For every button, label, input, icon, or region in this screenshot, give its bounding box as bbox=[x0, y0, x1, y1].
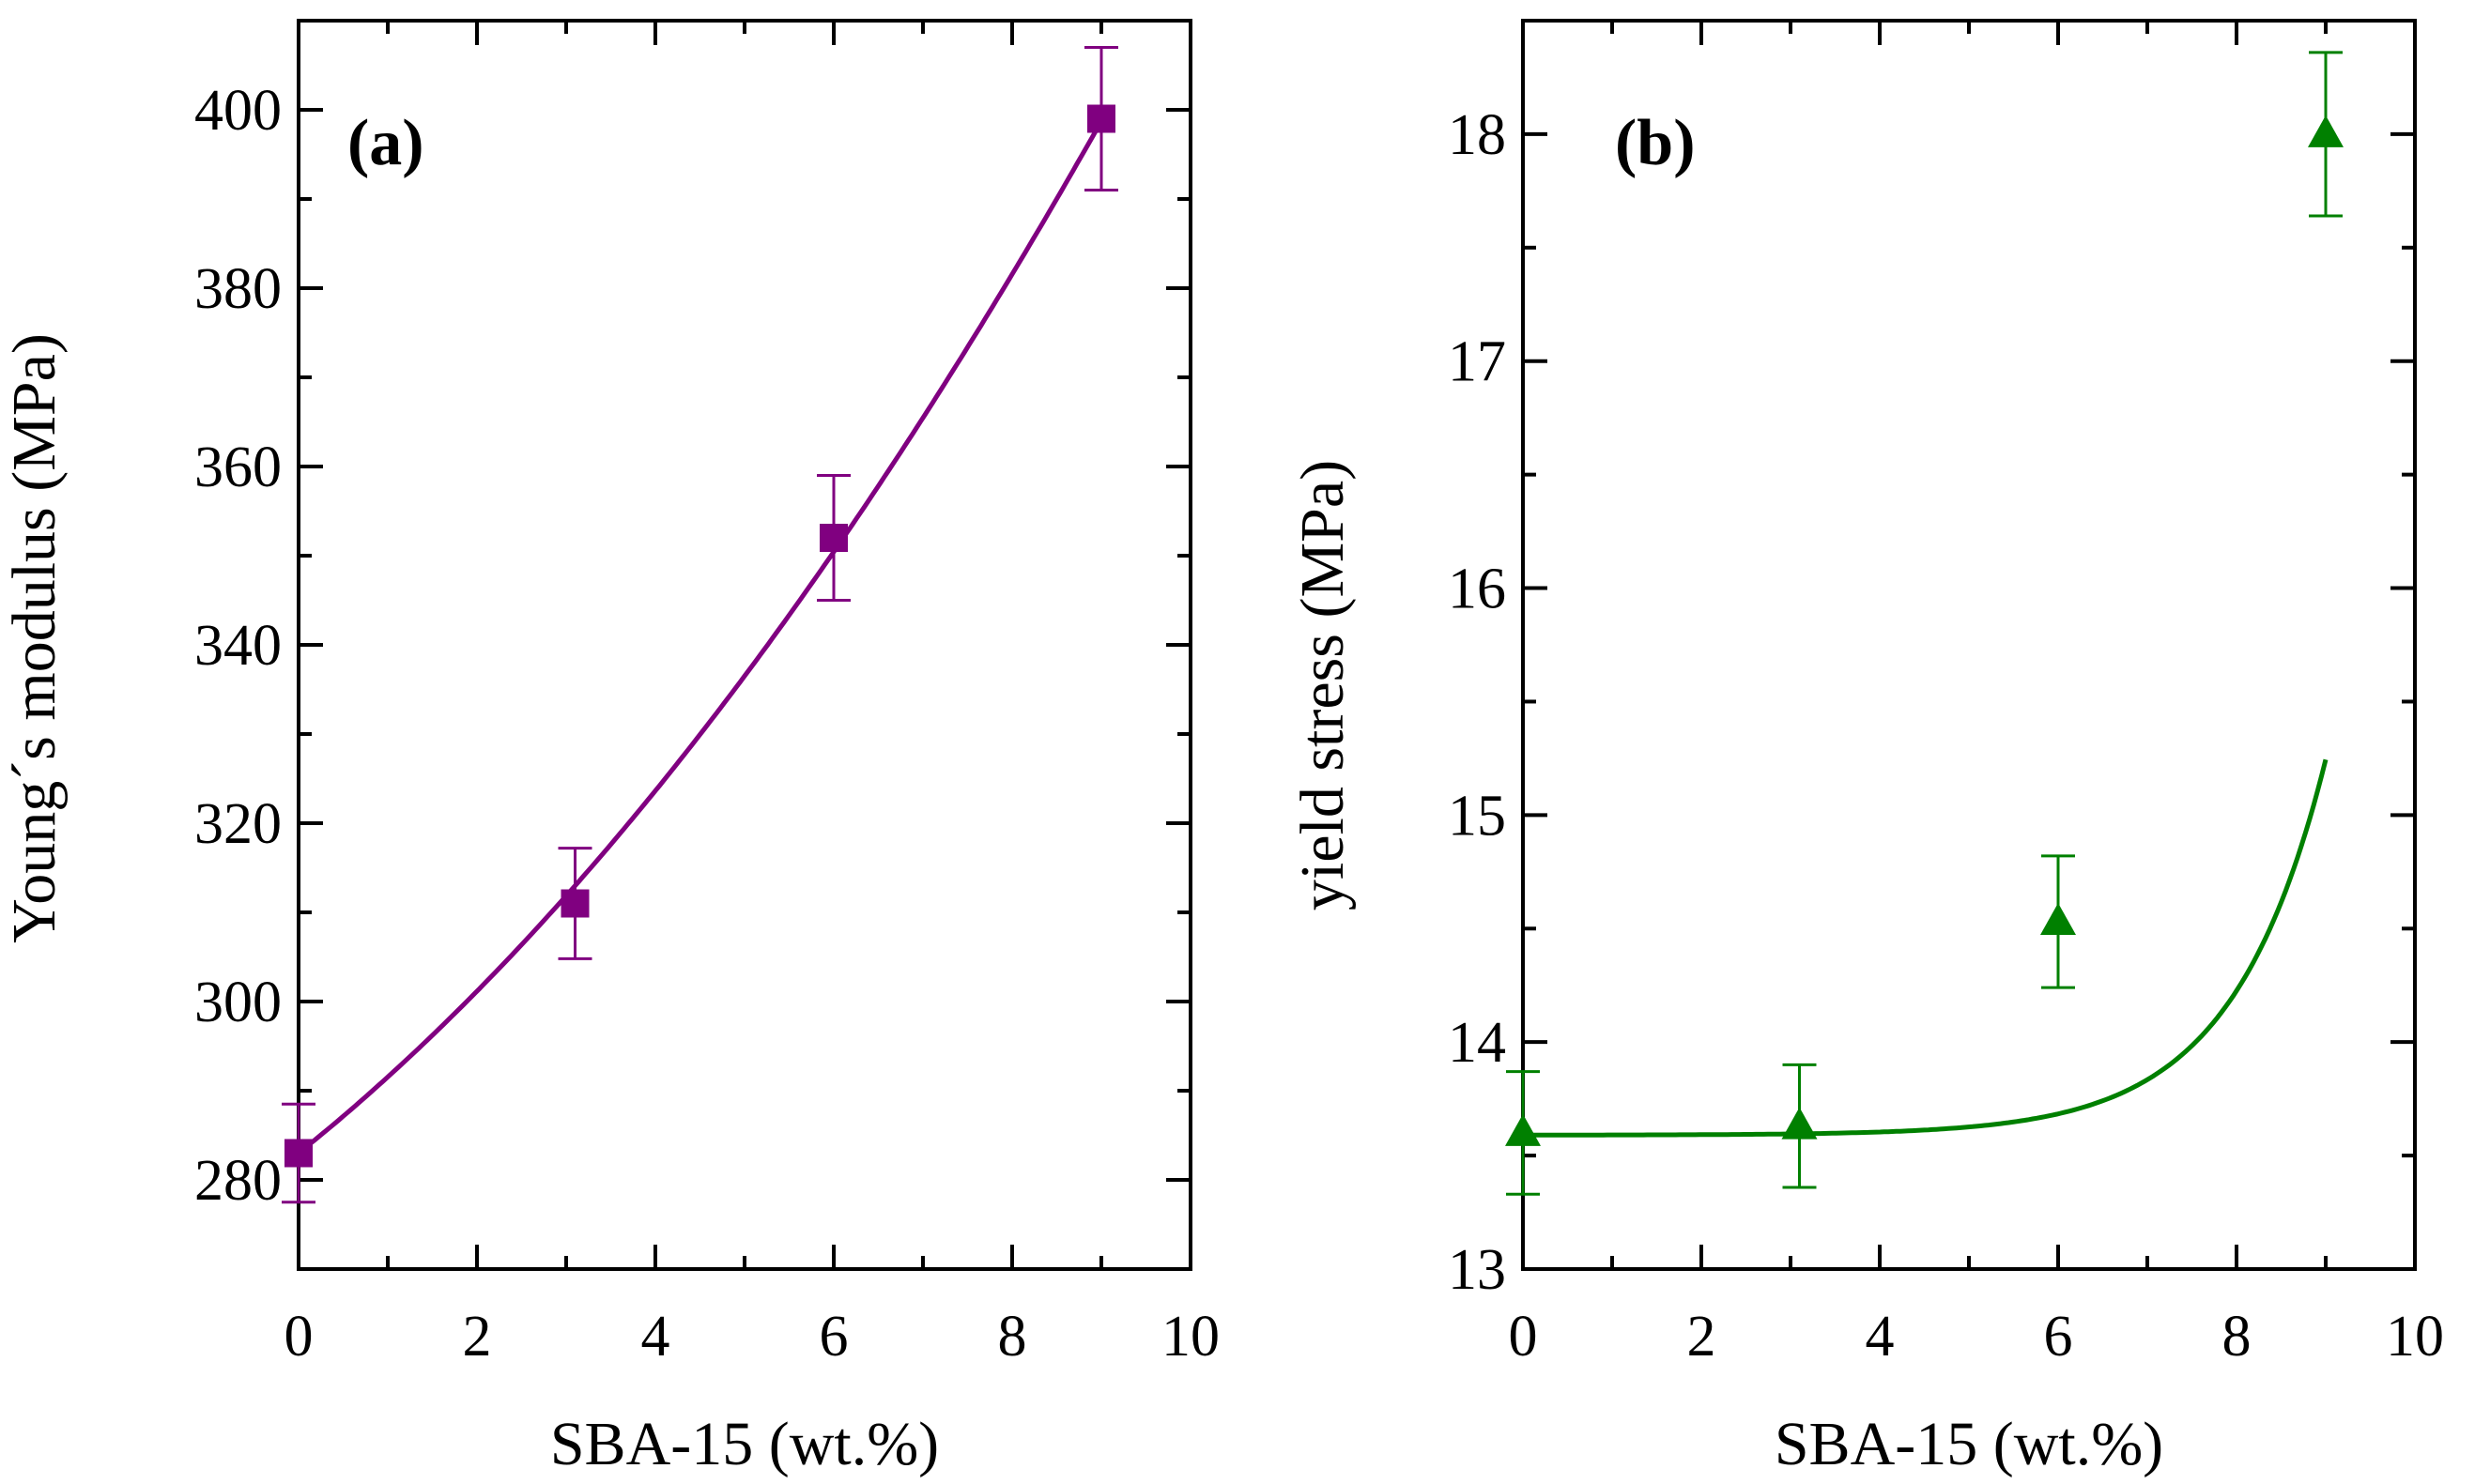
chart-panel-a: 0 2 4 6 8 10 280 300 320 340 360 380 400 SBA-15 (wt.%… bbox=[0, 19, 1220, 1478]
panel-label: (a) bbox=[347, 107, 424, 179]
y-tick-label: 15 bbox=[1448, 784, 1506, 848]
x-axis-title: SBA-15 (wt.%) bbox=[550, 1410, 939, 1478]
data-point bbox=[2308, 51, 2344, 218]
triangle-marker bbox=[2308, 115, 2344, 147]
plot-frame bbox=[297, 19, 1192, 1271]
panel-label: (b) bbox=[1615, 107, 1696, 179]
x-tick-label: 6 bbox=[2044, 1305, 2073, 1369]
y-tick-label: 300 bbox=[194, 971, 282, 1034]
chart-panel-b: 0 2 4 6 8 10 13 14 15 16 17 18 SBA-15 (wt.%) yield st… bbox=[1288, 19, 2444, 1478]
x-tick-label: 8 bbox=[998, 1305, 1027, 1369]
data-point bbox=[558, 847, 592, 960]
fit-curve bbox=[1523, 758, 2329, 1138]
y-axis-title: Young´s modulus (MPa) bbox=[0, 333, 69, 943]
y-tick-label: 380 bbox=[194, 257, 282, 321]
x-tick-label: 10 bbox=[1161, 1305, 1220, 1369]
data-point bbox=[817, 474, 851, 602]
y-tick-label: 17 bbox=[1448, 330, 1506, 394]
y-tick-label: 360 bbox=[194, 436, 282, 499]
y-axis-title: yield stress (MPa) bbox=[1288, 460, 1357, 910]
triangle-marker bbox=[2040, 903, 2076, 936]
y-tick-label: 280 bbox=[194, 1149, 282, 1213]
square-marker bbox=[284, 1139, 313, 1168]
x-axis-title: SBA-15 (wt.%) bbox=[1775, 1410, 2163, 1478]
x-tick-label: 4 bbox=[1866, 1305, 1895, 1369]
data-point bbox=[2040, 854, 2076, 989]
x-tick-label: 8 bbox=[2222, 1305, 2252, 1369]
x-tick-label: 2 bbox=[1687, 1305, 1716, 1369]
y-tick-label: 400 bbox=[194, 79, 282, 143]
y-tick-label: 16 bbox=[1448, 558, 1506, 621]
triangle-marker bbox=[1505, 1113, 1541, 1146]
data-point bbox=[1781, 1063, 1818, 1189]
y-tick-label: 14 bbox=[1448, 1011, 1506, 1075]
square-marker bbox=[820, 524, 848, 552]
y-tick-label: 320 bbox=[194, 792, 282, 856]
x-tick-label: 10 bbox=[2386, 1305, 2444, 1369]
y-tick-label: 18 bbox=[1448, 103, 1506, 167]
data-point bbox=[282, 1102, 315, 1204]
data-point bbox=[1084, 46, 1118, 191]
x-tick-label: 4 bbox=[641, 1305, 670, 1369]
x-tick-label: 0 bbox=[1509, 1305, 1538, 1369]
fit-curve bbox=[297, 119, 1104, 1155]
square-marker bbox=[561, 889, 590, 918]
triangle-marker bbox=[1781, 1107, 1818, 1140]
x-tick-label: 0 bbox=[284, 1305, 314, 1369]
x-tick-label: 6 bbox=[820, 1305, 849, 1369]
y-tick-label: 13 bbox=[1448, 1238, 1506, 1302]
square-marker bbox=[1087, 104, 1115, 133]
plot-frame bbox=[1521, 19, 2417, 1271]
y-tick-label: 340 bbox=[194, 614, 282, 678]
x-tick-label: 2 bbox=[463, 1305, 492, 1369]
data-point bbox=[1505, 1070, 1541, 1196]
